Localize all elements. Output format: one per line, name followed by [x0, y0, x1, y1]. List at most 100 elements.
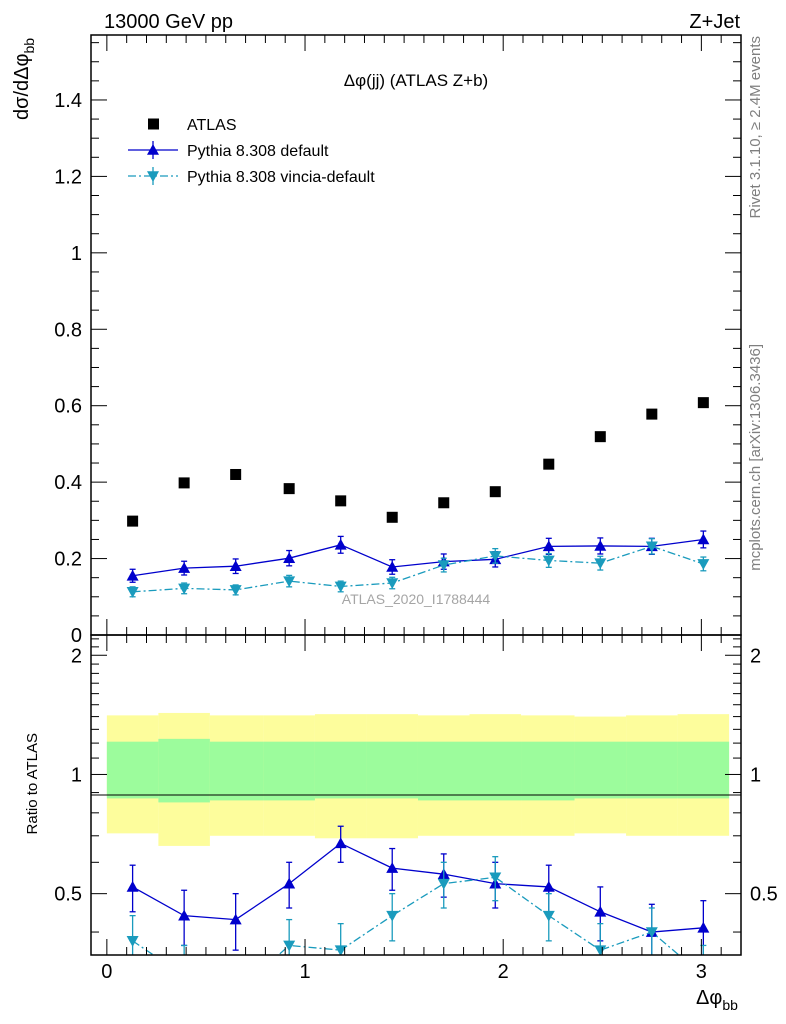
ratio-x-tick-label: 2 [498, 961, 509, 983]
legend-marker [147, 144, 159, 155]
ratio-x-tick-label: 3 [696, 961, 707, 983]
data-point [229, 560, 242, 572]
ratio-data-point [178, 909, 191, 921]
main-y-tick-label: 1.2 [54, 166, 82, 188]
main-y-tick-label: 0.6 [54, 396, 82, 418]
data-point [283, 552, 296, 563]
legend-label: Pythia 8.308 vincia-default [187, 169, 375, 186]
data-point [438, 497, 450, 509]
svg-text:Δφbb: Δφbb [696, 987, 738, 1013]
legend-marker [148, 118, 159, 130]
ratio-data-point [489, 872, 502, 884]
data-point [594, 539, 607, 551]
data-point [386, 560, 399, 572]
main-y-tick-label: 1.4 [54, 90, 82, 112]
ratio-series [126, 825, 710, 955]
uncertainty-band-inner [677, 741, 730, 799]
data-point [386, 511, 398, 523]
header-right: Z+Jet [689, 11, 740, 33]
main-y-tick-label: 0 [71, 625, 82, 647]
ratio-y-tick-label-right: 2 [750, 645, 761, 667]
ratio-y-tick-label-right: 0.5 [750, 884, 778, 906]
ratio-data-point [437, 878, 450, 890]
ratio-data-point [386, 910, 399, 922]
data-point [542, 555, 555, 567]
data-point [437, 560, 450, 572]
uncertainty-band-inner [158, 738, 210, 803]
data-point [334, 581, 347, 593]
data-point [542, 540, 555, 552]
ratio-data-point [126, 880, 139, 892]
ratio-data-point [283, 940, 296, 952]
ratio-data-point [334, 945, 347, 955]
series-line [132, 545, 704, 593]
watermark: ATLAS_2020_I1788444 [342, 591, 491, 607]
ratio-plot: 0.5 0.5 1 1 2 2 0 1 2 3 Ratio to ATLAS Δφbb [24, 634, 778, 1013]
ratio-frame [90, 634, 742, 956]
main-y-tick-label: 0.4 [54, 472, 82, 494]
data-point [594, 558, 607, 570]
ratio-data-point [334, 837, 347, 849]
data-point [283, 483, 295, 495]
data-point [126, 587, 139, 598]
data-point [489, 551, 502, 562]
data-point [543, 458, 555, 470]
ratio-data-point [542, 880, 555, 892]
main-plot: 00.20.40.60.811.21.4 Δφ(jj) (ATLAS Z+b) … [11, 34, 742, 647]
data-point [386, 578, 399, 590]
data-point [126, 569, 139, 581]
x-axis-label-sub: bb [722, 997, 738, 1013]
uncertainty-band-inner [366, 741, 418, 799]
uncertainty-band-inner [263, 741, 315, 801]
data-point [645, 541, 658, 553]
ratio-x-tick-label: 0 [101, 961, 112, 983]
main-y-tick-label: 0.8 [54, 319, 82, 341]
data-point [697, 397, 709, 409]
data-point [697, 533, 710, 545]
main-y-tick-label: 1 [71, 243, 82, 265]
ratio-data-point [542, 910, 555, 922]
legend-label: Pythia 8.308 default [187, 143, 329, 160]
uncertainty-band-inner [209, 741, 264, 801]
ratio-y-ticks: 0.5 0.5 1 1 2 2 [54, 638, 778, 933]
ratio-x-axis-label: Δφbb [696, 987, 738, 1013]
ratio-y-axis-label: Ratio to ATLAS [24, 733, 41, 834]
ratio-x-tick-label: 1 [299, 961, 310, 983]
main-y-axis-label: dσ/dΔφbb [11, 38, 37, 120]
legend-marker [147, 171, 159, 182]
legend-label: ATLAS [187, 117, 237, 134]
uncertainty-band-inner [417, 741, 470, 801]
ratio-data-point [594, 945, 607, 955]
y-axis-label-main-text: dσ/dΔφ [11, 53, 33, 120]
ratio-data-point [126, 936, 139, 947]
data-point [178, 477, 190, 489]
data-point [489, 486, 501, 498]
ratio-data-point [594, 905, 607, 917]
ratio-line [132, 842, 704, 933]
uncertainty-band-inner [626, 741, 678, 799]
main-y-tick-label: 0.2 [54, 549, 82, 571]
ratio-bands [106, 712, 730, 846]
legend-entry: Pythia 8.308 default [128, 141, 329, 160]
series-atlas [127, 397, 709, 527]
ratio-line [132, 876, 680, 955]
data-point [646, 408, 658, 420]
ratio-x-ticks: 0 1 2 3 [101, 635, 722, 983]
uncertainty-band-inner [314, 741, 367, 799]
legend-entry: ATLAS [148, 117, 237, 134]
data-point [697, 559, 710, 570]
main-data-area [126, 397, 710, 598]
data-point [178, 562, 191, 573]
uncertainty-band-inner [574, 741, 627, 799]
svg-text:dσ/dΔφbb: dσ/dΔφbb [11, 38, 37, 120]
ratio-y-tick-label-right: 1 [750, 764, 761, 786]
data-point [335, 495, 347, 507]
data-point [334, 538, 347, 550]
ratio-series-pythia-8-308-vincia-default [126, 856, 707, 955]
series-line [132, 538, 704, 577]
ratio-data-point [697, 921, 710, 933]
header-left: 13000 GeV pp [104, 11, 233, 33]
ratio-y-tick-label: 1 [71, 764, 82, 786]
y-axis-label-sub: bb [21, 38, 37, 54]
data-point [283, 576, 296, 588]
